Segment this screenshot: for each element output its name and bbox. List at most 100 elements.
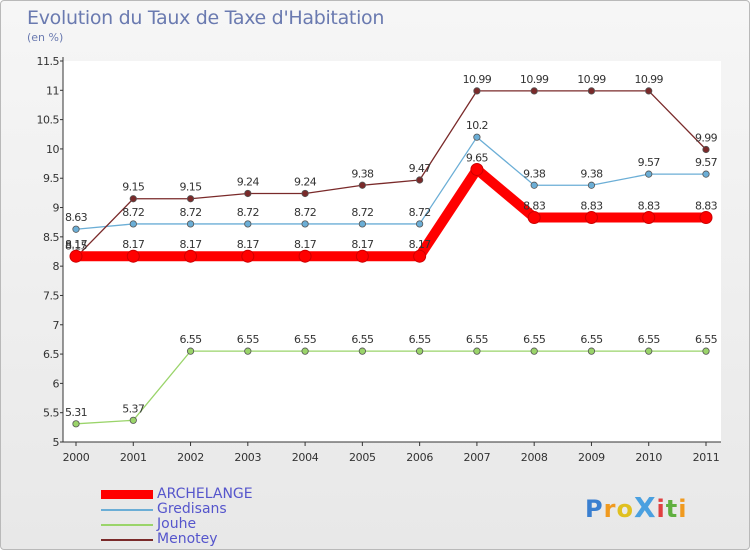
y-tick-label: 10: [46, 143, 59, 156]
x-tick-label: 2010: [635, 451, 662, 464]
data-point-jouhe: [301, 347, 309, 355]
data-label-gredisans: 8.63: [65, 211, 88, 224]
data-label-jouhe: 6.55: [179, 333, 202, 346]
data-point-menotey: [702, 145, 710, 154]
x-tick-label: 2006: [406, 451, 433, 464]
chart-subtitle: (en %): [27, 31, 64, 44]
data-point-jouhe: [129, 416, 137, 424]
y-tick-label: 7.5: [43, 289, 59, 302]
y-tick-label: 7: [53, 319, 60, 332]
data-point-gredisans: [301, 220, 309, 228]
data-point-menotey: [416, 176, 424, 184]
data-label-menotey: 10.99: [520, 73, 549, 86]
proxiti-logo: ProXiti: [585, 491, 688, 524]
data-point-gredisans: [702, 170, 710, 178]
data-point-gredisans: [358, 220, 366, 228]
data-label-archelange: 8.83: [580, 200, 603, 213]
data-point-archelange: [699, 211, 713, 225]
data-point-jouhe: [244, 347, 252, 355]
data-label-archelange: 8.83: [638, 200, 661, 213]
data-label-menotey: 9.38: [351, 167, 374, 180]
y-tick-label: 10.5: [37, 114, 60, 127]
data-label-jouhe: 6.55: [638, 333, 661, 346]
data-label-gredisans: 8.72: [179, 206, 201, 219]
data-label-archelange: 8.17: [294, 238, 317, 251]
data-label-archelange: 8.17: [351, 238, 374, 251]
data-label-menotey: 10.99: [463, 73, 492, 86]
data-point-gredisans: [645, 170, 653, 178]
data-point-menotey: [587, 87, 596, 95]
data-point-archelange: [184, 249, 198, 263]
x-tick-label: 2011: [693, 451, 720, 464]
y-tick-label: 5: [53, 436, 60, 449]
data-point-jouhe: [186, 347, 195, 355]
data-point-jouhe: [416, 347, 424, 355]
data-point-archelange: [413, 249, 427, 263]
data-label-menotey: 9.15: [122, 181, 145, 194]
data-point-jouhe: [587, 347, 596, 355]
y-tick-label: 9.5: [43, 172, 59, 185]
data-point-jouhe: [530, 347, 538, 355]
x-tick-label: 2001: [120, 451, 147, 464]
data-label-menotey: 9.15: [179, 181, 202, 194]
data-point-jouhe: [358, 347, 366, 355]
data-label-gredisans: 10.2: [466, 119, 488, 132]
data-label-menotey: 9.24: [237, 175, 260, 188]
data-label-gredisans: 8.72: [122, 206, 144, 219]
data-label-archelange: 8.17: [122, 238, 145, 251]
data-label-jouhe: 6.55: [294, 333, 317, 346]
data-point-gredisans: [244, 220, 252, 228]
data-label-menotey: 8.15: [65, 239, 88, 252]
data-label-gredisans: 8.72: [409, 206, 431, 219]
data-label-jouhe: 6.55: [523, 333, 546, 346]
legend-label-archelange: ARCHELANGE: [157, 486, 253, 502]
data-point-archelange: [241, 249, 255, 263]
y-tick-label: 11: [46, 84, 59, 97]
data-label-archelange: 8.17: [409, 238, 432, 251]
data-point-archelange: [584, 211, 598, 225]
data-point-gredisans: [72, 225, 80, 233]
data-label-jouhe: 6.55: [351, 333, 374, 346]
x-tick-label: 2004: [292, 451, 319, 464]
data-point-gredisans: [416, 220, 424, 228]
data-label-archelange: 8.83: [523, 200, 546, 213]
legend-label-jouhe: Jouhe: [157, 516, 197, 532]
x-tick-label: 2002: [177, 451, 204, 464]
data-label-gredisans: 9.57: [638, 156, 661, 169]
legend-label-gredisans: Gredisans: [157, 501, 227, 517]
data-label-gredisans: 9.38: [523, 167, 546, 180]
y-tick-label: 11.5: [37, 55, 60, 68]
legend-swatch-gredisans: [101, 509, 153, 511]
data-label-jouhe: 6.55: [580, 333, 603, 346]
data-point-menotey: [244, 189, 252, 198]
y-tick-label: 6.5: [43, 348, 59, 361]
data-label-jouhe: 6.55: [466, 333, 489, 346]
x-tick-label: 2009: [578, 451, 605, 464]
data-label-gredisans: 8.72: [237, 206, 259, 219]
x-tick-label: 2003: [234, 451, 261, 464]
y-tick-label: 6: [53, 377, 60, 390]
series-line-menotey: [75, 90, 707, 259]
data-label-gredisans: 9.57: [695, 156, 718, 169]
data-point-menotey: [358, 181, 366, 189]
data-label-archelange: 8.17: [237, 238, 260, 251]
data-point-archelange: [527, 211, 541, 225]
data-label-jouhe: 5.31: [65, 406, 87, 419]
legend-swatch-menotey: [101, 539, 153, 541]
data-label-gredisans: 9.38: [580, 167, 603, 180]
x-tick-label: 2007: [464, 451, 491, 464]
data-label-archelange: 8.83: [695, 200, 718, 213]
data-point-menotey: [645, 87, 653, 95]
data-point-menotey: [186, 195, 195, 203]
data-label-jouhe: 6.55: [695, 333, 718, 346]
y-tick-label: 9: [53, 202, 60, 215]
data-label-menotey: 10.99: [634, 73, 663, 86]
chart-title: Evolution du Taux de Taxe d'Habitation: [27, 7, 385, 29]
data-point-gredisans: [473, 133, 481, 141]
data-label-menotey: 9.24: [294, 175, 317, 188]
data-label-menotey: 9.47: [409, 162, 432, 175]
data-label-menotey: 10.99: [577, 73, 606, 86]
data-point-archelange: [298, 249, 312, 263]
data-point-menotey: [129, 195, 137, 203]
